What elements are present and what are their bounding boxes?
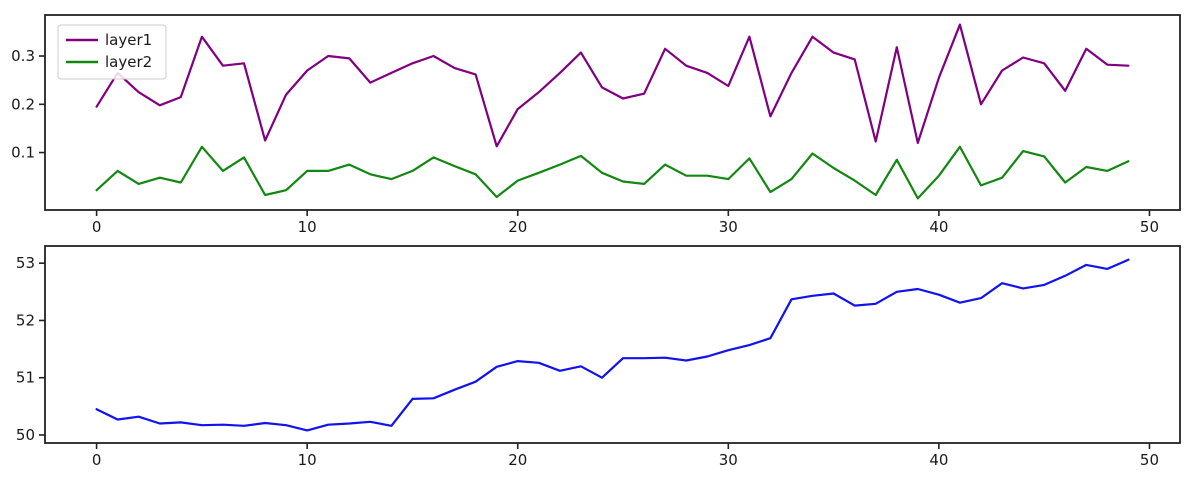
- x-tick-label: 0: [92, 451, 102, 469]
- x-tick-label: 40: [929, 451, 948, 469]
- y-tick-label: 52: [16, 311, 35, 329]
- legend-label-layer2: layer2: [105, 53, 152, 71]
- y-tick-label: 51: [16, 369, 35, 387]
- x-tick-label: 10: [298, 218, 317, 236]
- x-tick-label: 50: [1140, 451, 1159, 469]
- axes-frame-1: [44, 245, 1181, 444]
- series-line-series1: [95, 258, 1130, 432]
- x-tick-label: 20: [508, 218, 527, 236]
- x-tick-label: 30: [719, 218, 738, 236]
- series-line-layer1: [95, 23, 1130, 148]
- series-line-layer2: [95, 145, 1130, 200]
- axes-frame-0: [44, 14, 1181, 211]
- legend-box: [57, 24, 167, 80]
- y-tick-label: 50: [16, 426, 35, 444]
- x-tick-label: 20: [508, 451, 527, 469]
- x-tick-label: 10: [298, 451, 317, 469]
- y-tick-label: 0.2: [11, 95, 35, 113]
- y-tick-label: 0.1: [11, 144, 35, 162]
- y-tick-label: 0.3: [11, 47, 35, 65]
- x-tick-label: 40: [929, 218, 948, 236]
- legend-label-layer1: layer1: [105, 31, 152, 49]
- x-tick-label: 0: [92, 218, 102, 236]
- x-tick-label: 50: [1140, 218, 1159, 236]
- x-tick-label: 30: [719, 451, 738, 469]
- y-tick-label: 53: [16, 254, 35, 272]
